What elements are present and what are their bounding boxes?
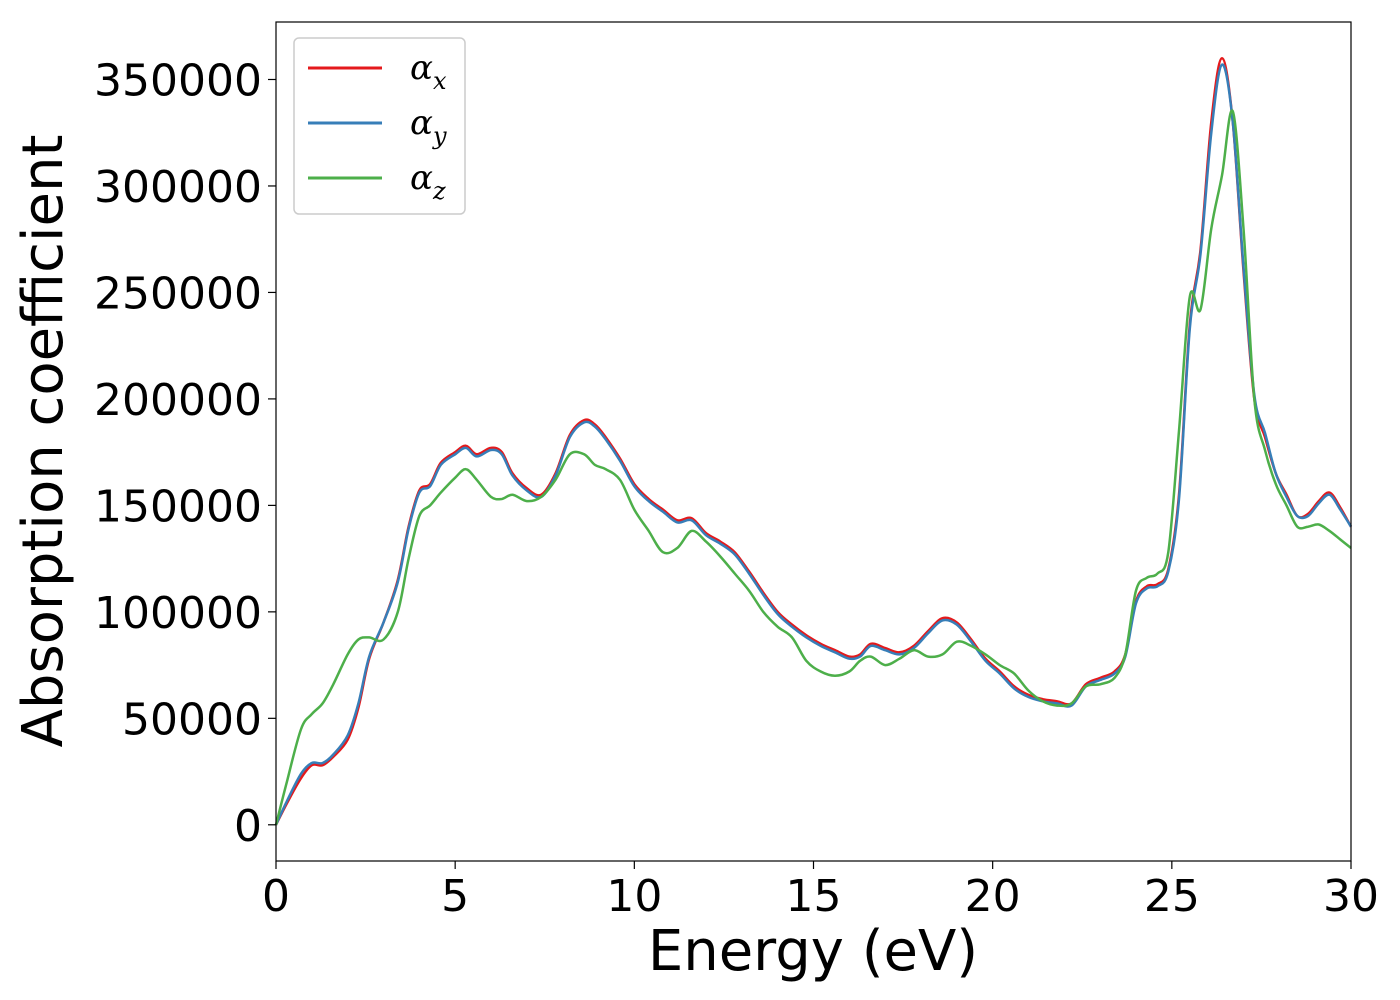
- x-axis: 0 5 10 15 20 25 30: [262, 861, 1379, 922]
- y-tick-label: 150000: [94, 481, 262, 532]
- y-tick-label: 300000: [94, 162, 262, 213]
- legend-label-subscript: z: [432, 177, 446, 205]
- series-line-z: [274, 109, 1352, 826]
- x-tick-label: 30: [1323, 871, 1379, 922]
- x-tick-label: 10: [606, 871, 662, 922]
- y-tick-label: 250000: [94, 268, 262, 319]
- x-tick-label: 0: [262, 871, 290, 922]
- legend-label-main: α: [410, 103, 433, 143]
- x-tick-label: 5: [441, 871, 469, 922]
- y-tick-label: 350000: [94, 55, 262, 106]
- legend-label-main: α: [410, 48, 433, 88]
- y-axis: 0 50000 100000 150000 200000 250000 300000 3500…: [94, 55, 276, 852]
- y-tick-label: 200000: [94, 375, 262, 426]
- legend-label-x: αx: [410, 48, 447, 95]
- legend-label-y: αy: [410, 103, 447, 150]
- legend-label-subscript: y: [432, 122, 447, 150]
- legend-label-main: α: [410, 158, 433, 198]
- y-tick-label: 50000: [122, 694, 262, 745]
- legend-frame: [293, 37, 466, 215]
- y-tick-label: 100000: [94, 588, 262, 639]
- series-layer: [274, 56, 1353, 826]
- x-tick-label: 25: [1144, 871, 1200, 922]
- x-axis-label: Energy (eV): [648, 919, 978, 984]
- series-line-y: [274, 63, 1353, 826]
- y-axis-label: Absorption coefficient: [11, 135, 76, 748]
- legend-label-z: αz: [410, 158, 446, 205]
- legend-label-subscript: x: [433, 67, 447, 95]
- x-tick-label: 15: [786, 871, 842, 922]
- y-tick-label: 0: [234, 801, 262, 852]
- x-tick-label: 20: [965, 871, 1021, 922]
